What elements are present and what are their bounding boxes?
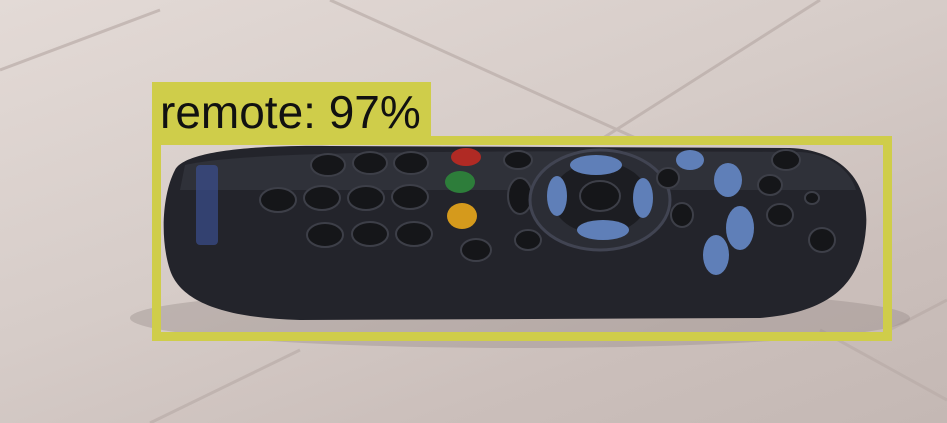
- detection-label: remote: 97%: [152, 82, 431, 138]
- blue-keys: [676, 150, 754, 275]
- dpad: [528, 148, 672, 252]
- number-keypad: [259, 151, 433, 248]
- side-buttons: [503, 150, 542, 251]
- brand-logo-mark: [196, 165, 218, 245]
- right-keys: [656, 149, 836, 253]
- color-buttons: [445, 148, 492, 262]
- detection-bounding-box: [152, 136, 892, 341]
